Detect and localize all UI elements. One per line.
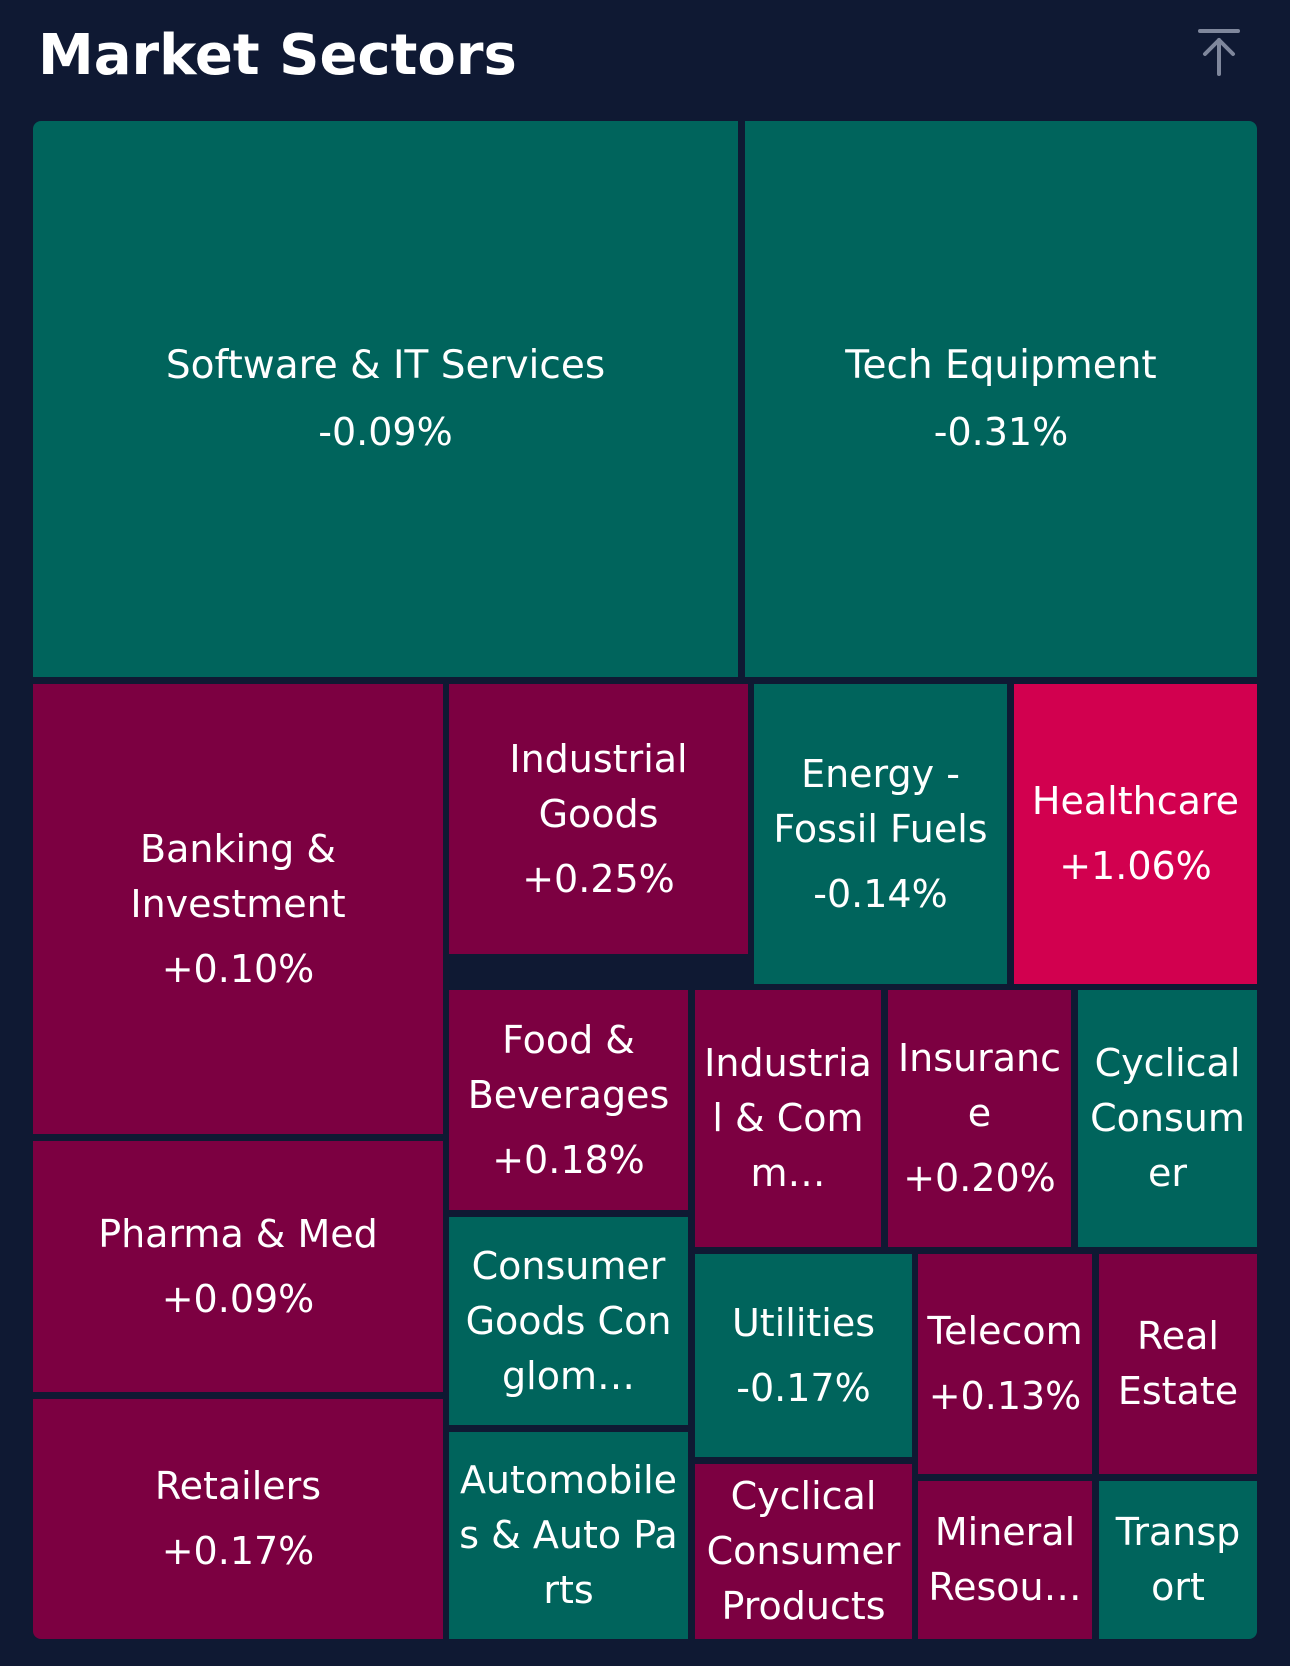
sector-name: Utilities	[731, 1300, 876, 1345]
arrow-up-to-line-icon	[1198, 29, 1240, 76]
sector-treemap: Software & IT Services -0.09% Tech Equip…	[33, 121, 1257, 1639]
sector-name: Tech Equipment	[845, 343, 1157, 388]
page-title: Market Sectors	[38, 23, 517, 88]
sector-name: Banking & Investment	[130, 826, 346, 926]
sector-change: -0.31%	[933, 410, 1069, 454]
sector-change: +0.17%	[161, 1529, 315, 1573]
sector-change: -0.17%	[736, 1365, 871, 1410]
sector-tile-retailers[interactable]: Retailers +0.17%	[33, 1399, 443, 1639]
sector-change: +0.18%	[492, 1137, 645, 1182]
sector-name: Cyclical Consumer Products	[706, 1474, 901, 1628]
sector-tile-industrial-commercial[interactable]: Industrial & Comm…	[695, 990, 881, 1247]
sector-name: Software & IT Services	[165, 343, 606, 388]
sector-name: Pharma & Med	[98, 1211, 378, 1256]
sector-tile-consumer-goods-conglomerates[interactable]: Consumer Goods Conglom…	[449, 1217, 688, 1425]
sector-name: Food & Beverages	[467, 1017, 670, 1117]
sector-change: +0.20%	[903, 1156, 1056, 1200]
sector-name: Healthcare	[1031, 779, 1240, 823]
sector-change: -0.14%	[813, 871, 948, 916]
sector-tile-industrial-goods[interactable]: Industrial Goods +0.25%	[449, 684, 748, 954]
sector-name: Transport	[1115, 1510, 1241, 1609]
sector-tile-telecom[interactable]: Telecom +0.13%	[918, 1254, 1092, 1474]
sector-tile-transport[interactable]: Transport	[1099, 1481, 1257, 1639]
sector-tile-energy-fossil-fuels[interactable]: Energy - Fossil Fuels -0.14%	[754, 684, 1007, 984]
scroll-to-top-button[interactable]	[1196, 28, 1242, 78]
sector-tile-tech-equipment[interactable]: Tech Equipment -0.31%	[745, 121, 1257, 677]
sector-tile-pharma-med[interactable]: Pharma & Med +0.09%	[33, 1141, 443, 1392]
sector-tile-insurance[interactable]: Insurance +0.20%	[888, 990, 1071, 1247]
sector-tile-healthcare[interactable]: Healthcare +1.06%	[1014, 684, 1257, 984]
sector-name: Automobiles & Auto Parts	[459, 1458, 678, 1612]
sector-change: +1.06%	[1059, 844, 1212, 888]
sector-tile-real-estate[interactable]: Real Estate	[1099, 1254, 1257, 1474]
sector-name: Mineral Resou…	[928, 1510, 1082, 1609]
sector-change: +0.10%	[161, 946, 315, 991]
sector-change: +0.13%	[928, 1374, 1082, 1418]
sector-tile-cyclical-consumer[interactable]: Cyclical Consumer	[1078, 990, 1257, 1247]
sector-tile-cyclical-consumer-products[interactable]: Cyclical Consumer Products	[695, 1464, 912, 1639]
sector-name: Industrial Goods	[509, 736, 688, 836]
sector-name: Retailers	[154, 1464, 322, 1508]
sector-change: -0.09%	[318, 410, 453, 454]
sector-tile-mineral-resources[interactable]: Mineral Resou…	[918, 1481, 1092, 1639]
sector-tile-food-beverages[interactable]: Food & Beverages +0.18%	[449, 990, 688, 1210]
sector-name: Consumer Goods Conglom…	[465, 1243, 672, 1398]
sector-change: +0.09%	[161, 1276, 315, 1321]
sector-name: Cyclical Consumer	[1090, 1041, 1245, 1195]
sector-name: Industrial & Comm…	[704, 1041, 872, 1195]
sector-tile-automobiles-auto-parts[interactable]: Automobiles & Auto Parts	[449, 1432, 688, 1639]
sector-name: Insurance	[897, 1036, 1062, 1135]
sector-change: +0.25%	[522, 856, 675, 901]
sector-tile-banking-investment[interactable]: Banking & Investment +0.10%	[33, 684, 443, 1134]
sector-name: Real Estate	[1117, 1314, 1239, 1413]
sector-tile-software-it-services[interactable]: Software & IT Services -0.09%	[33, 121, 738, 677]
sector-tile-utilities[interactable]: Utilities -0.17%	[695, 1254, 912, 1457]
sector-name: Energy - Fossil Fuels	[773, 751, 988, 851]
sector-name: Telecom	[927, 1309, 1083, 1353]
